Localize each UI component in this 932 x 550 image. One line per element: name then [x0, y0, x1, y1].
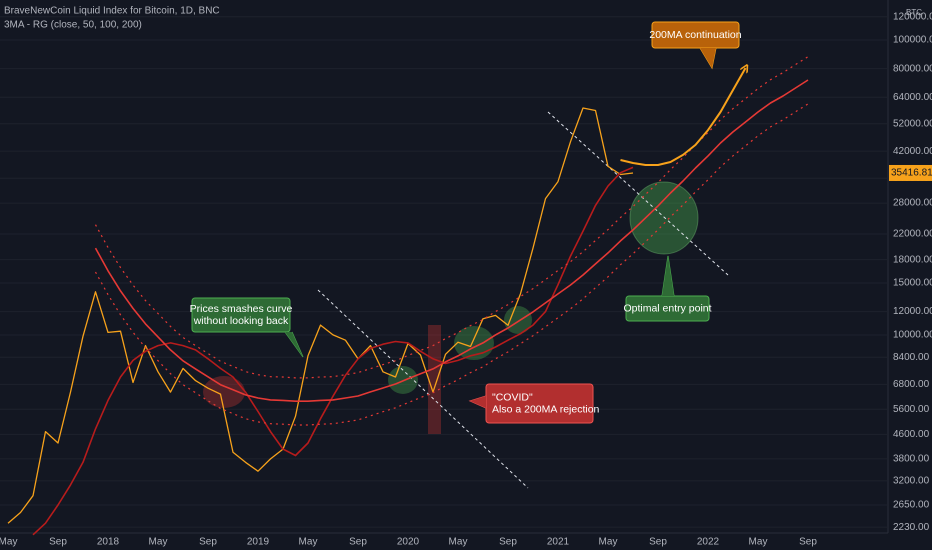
x-tick-label: May	[749, 537, 768, 548]
x-tick-label: Sep	[499, 537, 517, 548]
x-tick-label: 2019	[247, 537, 270, 548]
y-tick-label: 10000.00	[893, 330, 932, 341]
y-tick-label: 100000.00	[893, 35, 932, 46]
series-line	[7, 107, 634, 524]
annotation-text: without looking back	[193, 315, 289, 327]
trend-line	[317, 289, 529, 489]
trend-line	[547, 111, 729, 276]
chart-subtitle: 3MA - RG (close, 50, 100, 200)	[4, 20, 142, 31]
callout-box	[651, 21, 740, 49]
x-tick-label: Sep	[799, 537, 817, 548]
series-line	[32, 166, 634, 536]
annotation-text: Prices smashes curve	[190, 303, 293, 315]
callout-box	[191, 297, 291, 333]
callout-pointer-fill	[662, 256, 674, 296]
x-tick-label: Sep	[649, 537, 667, 548]
currency-label: BTC	[906, 8, 922, 17]
series	[7, 56, 809, 536]
highlight-zone	[428, 325, 441, 434]
y-tick-label: 15000.00	[893, 278, 932, 289]
price-tag	[889, 164, 932, 181]
highlight-zone	[504, 306, 532, 334]
x-tick-label: May	[0, 537, 17, 548]
y-tick-label: 8400.00	[893, 352, 930, 363]
annotations: 200MA continuation Prices smashes curvewi…	[190, 21, 742, 424]
x-tick-label: Sep	[349, 537, 367, 548]
y-tick-label: 64000.00	[893, 92, 932, 103]
x-tick-label: 2022	[697, 537, 720, 548]
x-tick-label: 2020	[397, 537, 420, 548]
y-tick-label: 3800.00	[893, 454, 930, 465]
y-tick-label: 12000.00	[893, 306, 932, 317]
y-tick-label: 52000.00	[893, 118, 932, 129]
y-tick-label: 120000.00	[893, 11, 932, 22]
callout-pointer-fill	[470, 396, 486, 408]
grid	[0, 16, 888, 528]
highlight-zone	[203, 376, 245, 408]
price-tag-label: 35416.81	[891, 168, 932, 179]
y-tick-label: 4600.00	[893, 429, 930, 440]
annotation-text: Optimal entry point	[623, 302, 711, 314]
y-tick-label: 80000.00	[893, 63, 932, 74]
highlight-zone	[629, 181, 699, 255]
x-tick-label: May	[449, 537, 468, 548]
x-tick-label: May	[599, 537, 618, 548]
annotation-text: "COVID"	[492, 391, 533, 403]
x-tick-label: May	[299, 537, 318, 548]
callout-pointer-fill	[285, 332, 303, 357]
y-tick-label: 6800.00	[893, 379, 930, 390]
x-tick-label: May	[149, 537, 168, 548]
annotation-text: 200MA continuation	[649, 29, 741, 41]
series-line	[620, 68, 746, 166]
series-line	[94, 103, 809, 426]
chart-title: BraveNewCoin Liquid Index for Bitcoin, 1…	[4, 6, 220, 17]
y-tick-label: 5600.00	[893, 404, 930, 415]
annotation-text: Also a 200MA rejection	[492, 403, 600, 415]
x-tick-label: Sep	[199, 537, 217, 548]
callout-pointer-fill	[700, 48, 716, 68]
y-tick-label: 3200.00	[893, 476, 930, 487]
x-tick-label: 2021	[547, 537, 570, 548]
y-tick-label: 42000.00	[893, 146, 932, 157]
y-tick-label: 28000.00	[893, 198, 932, 209]
y-tick-label: 2650.00	[893, 500, 930, 511]
y-tick-label: 18000.00	[893, 254, 932, 265]
series-line	[94, 79, 809, 402]
y-tick-label: 22000.00	[893, 229, 932, 240]
y-tick-label: 2230.00	[893, 522, 930, 533]
x-tick-label: 2018	[97, 537, 120, 548]
x-tick-label: Sep	[49, 537, 67, 548]
highlight-zone	[388, 366, 418, 394]
highlights	[203, 111, 729, 489]
